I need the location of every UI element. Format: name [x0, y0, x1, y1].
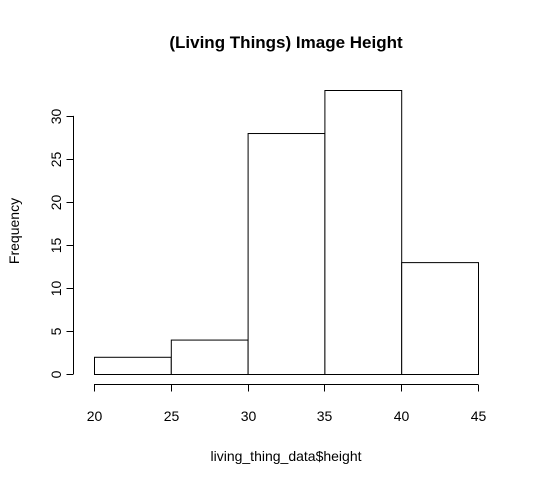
chart-title: (Living Things) Image Height [169, 33, 403, 52]
histogram-bar-0 [94, 356, 172, 375]
y-axis: 0 5 10 15 20 25 30 [48, 109, 74, 378]
y-tick-label-0: 0 [48, 370, 64, 378]
x-tick-label-3: 35 [317, 408, 333, 424]
x-tick-label-0: 20 [87, 408, 103, 424]
histogram-bar-4 [401, 262, 480, 375]
x-axis: 20 25 30 35 40 45 [87, 384, 487, 424]
y-tick-label-2: 10 [48, 281, 64, 297]
y-tick-label-5: 25 [48, 152, 64, 168]
y-tick-label-1: 5 [48, 327, 64, 335]
histogram-bar-2 [247, 133, 326, 375]
y-tick-label-6: 30 [48, 109, 64, 125]
x-tick-label-1: 25 [164, 408, 180, 424]
x-axis-label: living_thing_data$height [210, 448, 361, 464]
y-axis-label: Frequency [6, 198, 22, 264]
histogram-bar-1 [170, 339, 249, 375]
x-tick-label-5: 45 [471, 408, 487, 424]
x-tick-label-4: 40 [394, 408, 410, 424]
y-tick-label-3: 15 [48, 238, 64, 254]
bars-group [94, 90, 480, 375]
histogram-bar-3 [324, 90, 403, 375]
y-tick-label-4: 20 [48, 195, 64, 211]
x-tick-label-2: 30 [241, 408, 257, 424]
